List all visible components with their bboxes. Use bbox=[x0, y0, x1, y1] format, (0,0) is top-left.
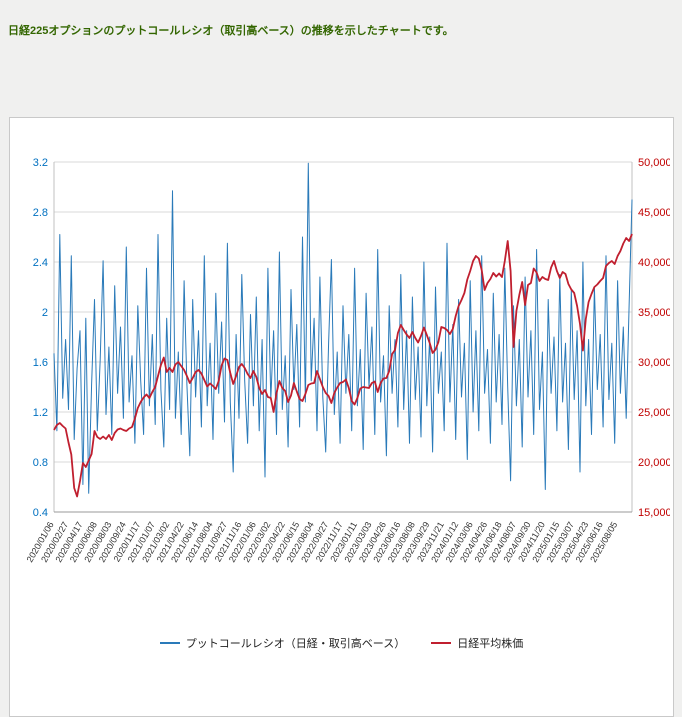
svg-text:2.4: 2.4 bbox=[33, 257, 48, 269]
svg-text:20,000: 20,000 bbox=[638, 457, 670, 469]
svg-text:50,000: 50,000 bbox=[638, 157, 670, 169]
legend-line-nikkei-icon bbox=[431, 642, 452, 644]
svg-text:2.8: 2.8 bbox=[33, 207, 48, 219]
svg-text:0.4: 0.4 bbox=[33, 507, 48, 519]
page-description: 日経225オプションのプットコールレシオ（取引高ベース）の推移を示したチャートで… bbox=[8, 25, 454, 37]
page: { "page": { "description": "日経225オプションのプ… bbox=[0, 22, 682, 717]
svg-text:25,000: 25,000 bbox=[638, 407, 670, 419]
legend-label-ratio: プットコールレシオ（日経・取引高ベース） bbox=[185, 638, 406, 650]
legend-item-ratio: プットコールレシオ（日経・取引高ベース） bbox=[159, 635, 406, 651]
legend-line-ratio-icon bbox=[159, 642, 180, 644]
legend-label-nikkei: 日経平均株価 bbox=[457, 638, 524, 650]
legend-item-nikkei: 日経平均株価 bbox=[431, 635, 523, 651]
chart-legend: プットコールレシオ（日経・取引高ベース） 日経平均株価 bbox=[10, 635, 673, 651]
svg-text:1.6: 1.6 bbox=[33, 357, 48, 369]
put-call-ratio-chart: 0.4 15,000 0.8 20,000 1.2 25,000 1.6 30,000 2 35,… bbox=[25, 157, 670, 564]
svg-text:15,000: 15,000 bbox=[638, 507, 670, 519]
svg-text:1.2: 1.2 bbox=[33, 407, 48, 419]
svg-text:40,000: 40,000 bbox=[638, 257, 670, 269]
chart-panel: 0.4 15,000 0.8 20,000 1.2 25,000 1.6 30,000 2 35,… bbox=[9, 117, 674, 717]
svg-text:45,000: 45,000 bbox=[638, 207, 670, 219]
svg-text:30,000: 30,000 bbox=[638, 357, 670, 369]
svg-text:3.2: 3.2 bbox=[33, 157, 48, 169]
svg-text:0.8: 0.8 bbox=[33, 457, 48, 469]
svg-text:35,000: 35,000 bbox=[638, 307, 670, 319]
svg-text:2: 2 bbox=[42, 307, 48, 319]
